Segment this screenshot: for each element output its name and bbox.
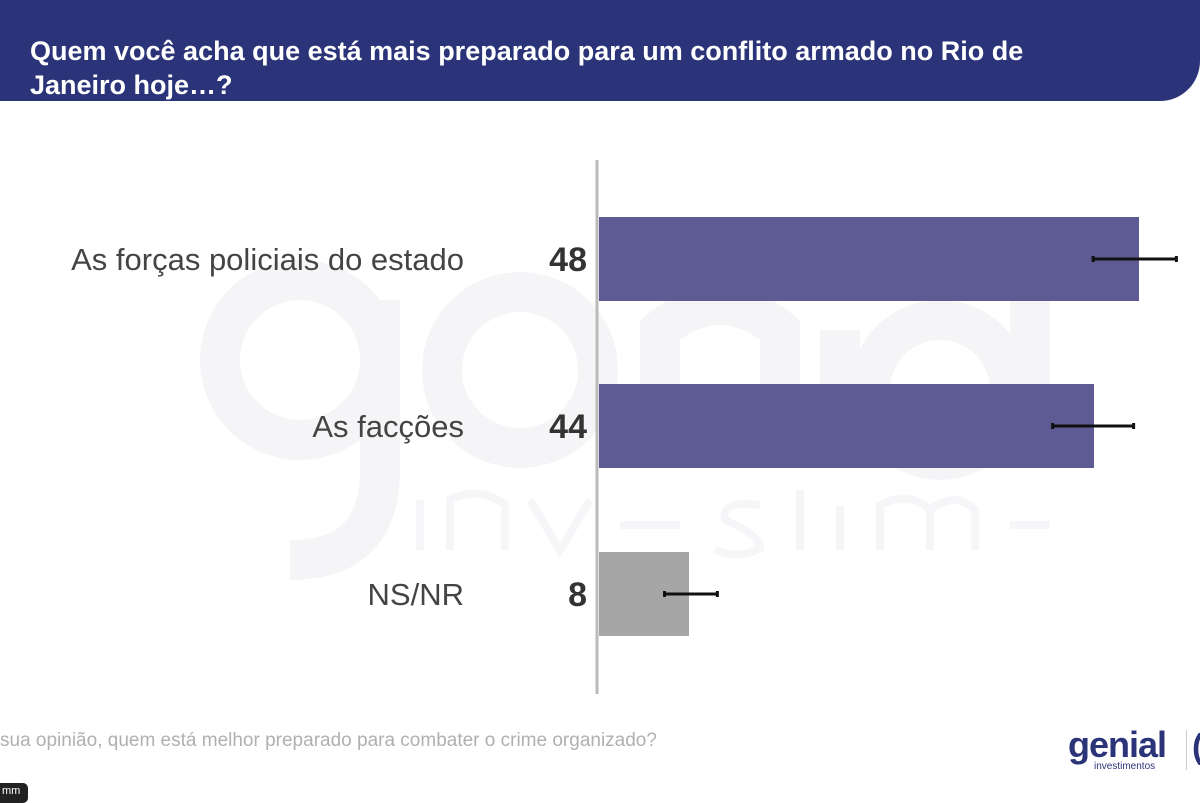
value-label: 44 xyxy=(549,408,587,446)
logo-main: genial xyxy=(1068,724,1167,765)
category-label: As facções xyxy=(312,409,464,444)
partner-logo-partial: ( xyxy=(1192,728,1200,767)
logo-divider xyxy=(1186,730,1187,770)
survey-question: sua opinião, quem está melhor preparado … xyxy=(0,730,657,751)
header-banner: Quem você acha que está mais preparado p… xyxy=(0,0,1200,101)
corner-tag: mm xyxy=(0,783,29,803)
value-label: 48 xyxy=(549,241,587,279)
bar xyxy=(599,217,1139,301)
logo-sub: investimentos xyxy=(1094,761,1156,772)
genial-logo: genial investimentos xyxy=(1068,724,1167,772)
category-label: NS/NR xyxy=(368,577,464,612)
watermark-shape xyxy=(640,285,800,460)
bar xyxy=(599,384,1094,468)
watermark-sub-shape xyxy=(416,489,1050,559)
watermark-shape xyxy=(289,300,400,580)
category-label: As forças policiais do estado xyxy=(71,242,464,277)
value-label: 8 xyxy=(568,576,587,614)
chart-title: Quem você acha que está mais preparado p… xyxy=(30,36,1024,100)
